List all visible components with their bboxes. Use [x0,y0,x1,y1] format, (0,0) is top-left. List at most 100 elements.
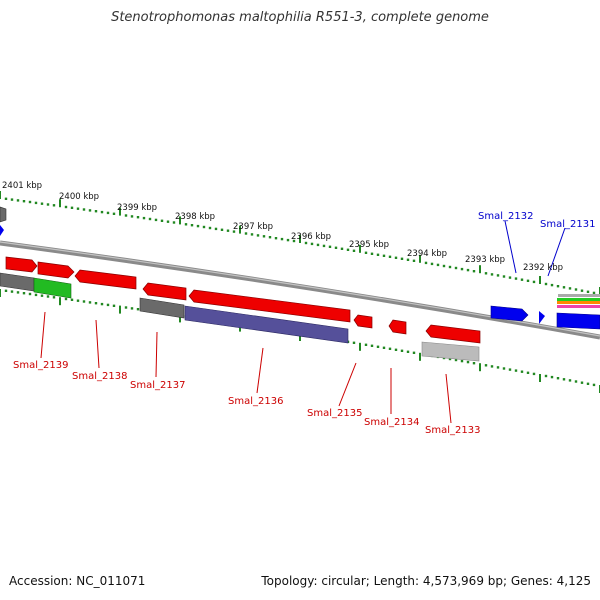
ruler-minor-tick [526,371,530,374]
ruler-label: 2393 kbp [465,255,505,265]
gene-feature[interactable] [539,311,545,324]
ruler-minor-tick [394,256,398,259]
ruler-minor-tick [268,236,272,239]
ruler-minor-tick [142,216,146,220]
ruler-minor-tick [382,254,386,257]
gene-feature[interactable] [557,301,600,304]
ruler-minor-tick [154,218,158,222]
gene-label[interactable]: Smal_2139 [13,360,68,371]
ruler-label: 2398 kbp [175,212,215,222]
gene-feature[interactable] [0,272,35,292]
ruler-minor-tick [64,205,68,209]
ruler-minor-tick [88,301,92,304]
ruler-minor-tick [52,296,56,299]
ruler-major-tick [419,254,421,263]
ruler-minor-tick [586,290,590,293]
ruler-minor-tick [64,297,68,301]
gene-feature[interactable] [556,312,600,330]
gene-feature[interactable] [74,269,137,290]
gene-feature[interactable] [37,261,75,279]
ruler-label: 2397 kbp [233,222,273,232]
ruler-minor-tick [10,198,14,201]
gene-feature[interactable] [5,256,38,273]
ruler-minor-tick [448,357,452,361]
gene-feature[interactable] [188,289,351,323]
gene-feature[interactable] [0,206,7,223]
ruler-minor-tick [280,237,284,241]
gene-label[interactable]: Smal_2138 [72,371,127,382]
gene-feature[interactable] [0,225,4,236]
outer-ruler [0,191,600,295]
ruler-minor-tick [592,291,596,295]
gene-feature[interactable] [388,319,407,335]
ruler-minor-tick [124,306,128,309]
gene-label[interactable]: Smal_2137 [130,380,185,391]
ruler-minor-tick [28,200,32,204]
ruler-minor-tick [556,285,560,288]
ruler-minor-tick [562,286,566,289]
ruler-major-tick [239,225,241,234]
ruler-minor-tick [394,348,398,351]
gene-label[interactable]: Smal_2135 [307,408,362,419]
ruler-minor-tick [364,343,368,346]
ruler-minor-tick [262,235,266,238]
gene-feature[interactable] [425,324,481,344]
ruler-minor-tick [550,283,554,287]
ruler-minor-tick [406,350,410,353]
gene-feature[interactable] [33,277,72,299]
ruler-minor-tick [256,234,260,237]
gene-feature[interactable] [490,305,529,322]
ruler-minor-tick [214,227,218,231]
ruler-minor-tick [16,291,20,294]
ruler-minor-tick [70,298,74,301]
gene-label[interactable]: Smal_2134 [364,417,419,428]
gene-label[interactable]: Smal_2131 [540,219,595,230]
gene-feature[interactable] [353,314,373,329]
gene-feature[interactable] [557,305,600,308]
ruler-minor-tick [328,245,332,248]
ruler-minor-tick [400,349,404,352]
gene-feature[interactable] [184,305,349,344]
gene-feature[interactable] [557,298,600,301]
ruler-minor-tick [88,209,92,212]
ruler-minor-tick [514,277,518,280]
gene-feature[interactable] [142,282,187,301]
ruler-minor-tick [70,206,74,209]
ruler-minor-tick [406,258,410,261]
ruler-minor-tick [370,252,374,255]
ruler-major-tick [0,289,1,297]
ruler-minor-tick [208,226,212,230]
ruler-major-tick [419,352,421,361]
ruler-minor-tick [106,303,110,307]
ruler-minor-tick [304,241,308,245]
ruler-minor-tick [460,359,464,363]
ruler-minor-tick [412,259,416,262]
gene-label[interactable]: Smal_2136 [228,396,283,407]
ruler-minor-tick [520,370,524,373]
ruler-minor-tick [466,268,470,272]
ruler-minor-tick [574,380,578,383]
gene-feature[interactable] [139,297,185,319]
ruler-minor-tick [136,216,140,219]
forward-genes-row2 [0,272,480,362]
gene-feature[interactable] [558,294,600,297]
ruler-major-tick [539,374,541,382]
ruler-minor-tick [274,237,278,240]
ruler-label: 2399 kbp [117,203,157,213]
ruler-minor-tick [130,307,134,310]
ruler-label: 2401 kbp [2,181,42,191]
accession-text: Accession: NC_011071 [9,574,146,588]
gene-label[interactable]: Smal_2133 [425,425,480,436]
ruler-minor-tick [460,267,464,271]
ruler-major-tick [299,333,301,341]
ruler-labels: 2401 kbp 2400 kbp 2399 kbp 2398 kbp 2397… [2,181,563,273]
ruler-minor-tick [454,266,458,270]
gene-label[interactable]: Smal_2132 [478,211,533,222]
ruler-minor-tick [382,346,386,349]
ruler-major-tick [0,191,1,199]
ruler-minor-tick [466,360,470,364]
gene-feature[interactable] [421,341,480,362]
ruler-minor-tick [4,289,8,292]
ruler-minor-tick [28,292,32,296]
